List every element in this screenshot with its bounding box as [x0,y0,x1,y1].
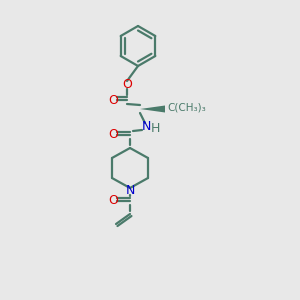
Text: O: O [108,128,118,142]
Text: N: N [125,184,135,197]
Text: N: N [141,121,151,134]
Text: C(CH₃)₃: C(CH₃)₃ [168,102,206,112]
Text: O: O [108,194,118,208]
Polygon shape [140,106,165,112]
Text: O: O [122,79,132,92]
Text: H: H [150,122,160,136]
Text: O: O [108,94,118,106]
